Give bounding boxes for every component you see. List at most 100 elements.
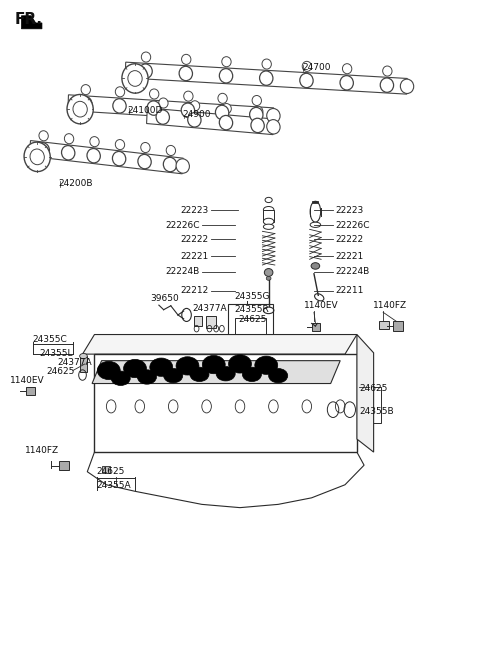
- Bar: [102, 466, 110, 473]
- Ellipse shape: [228, 355, 252, 373]
- Text: 24355A: 24355A: [97, 481, 132, 490]
- Polygon shape: [22, 16, 42, 29]
- Ellipse shape: [112, 152, 126, 166]
- Text: 24355L: 24355L: [39, 349, 73, 358]
- Ellipse shape: [202, 356, 225, 374]
- Ellipse shape: [113, 98, 126, 113]
- Text: 24625: 24625: [47, 367, 75, 377]
- Ellipse shape: [141, 142, 150, 153]
- Ellipse shape: [250, 108, 263, 122]
- Ellipse shape: [150, 358, 173, 377]
- Ellipse shape: [179, 66, 192, 81]
- Text: 24355C: 24355C: [33, 335, 67, 344]
- Text: 22224B: 22224B: [165, 268, 199, 276]
- Ellipse shape: [310, 222, 321, 228]
- Ellipse shape: [190, 367, 209, 382]
- Text: 24625: 24625: [239, 315, 267, 324]
- Ellipse shape: [181, 103, 194, 117]
- Ellipse shape: [64, 134, 74, 144]
- Ellipse shape: [111, 371, 130, 386]
- Polygon shape: [87, 452, 364, 508]
- Text: 24100D: 24100D: [128, 106, 163, 115]
- Text: 22211: 22211: [336, 286, 364, 295]
- Polygon shape: [30, 140, 183, 174]
- Bar: [264, 210, 274, 222]
- Ellipse shape: [300, 73, 313, 88]
- Ellipse shape: [264, 224, 274, 230]
- Bar: [312, 323, 320, 331]
- Text: 24377A: 24377A: [192, 304, 227, 313]
- Polygon shape: [68, 95, 274, 123]
- Ellipse shape: [166, 146, 176, 155]
- Ellipse shape: [67, 94, 93, 124]
- Ellipse shape: [314, 294, 324, 301]
- Ellipse shape: [73, 101, 87, 117]
- Text: 24200B: 24200B: [59, 179, 93, 188]
- Polygon shape: [92, 361, 340, 384]
- Bar: [357, 387, 381, 422]
- Polygon shape: [146, 108, 274, 134]
- Ellipse shape: [30, 149, 44, 165]
- Ellipse shape: [251, 118, 264, 133]
- Text: 24900: 24900: [183, 110, 211, 119]
- Ellipse shape: [222, 56, 231, 67]
- Ellipse shape: [80, 354, 87, 359]
- Text: 22223: 22223: [181, 206, 209, 215]
- Ellipse shape: [311, 262, 320, 269]
- Ellipse shape: [262, 59, 271, 69]
- Ellipse shape: [264, 218, 274, 225]
- Ellipse shape: [342, 64, 352, 73]
- Polygon shape: [357, 335, 373, 452]
- Ellipse shape: [138, 154, 151, 169]
- Ellipse shape: [340, 75, 353, 90]
- Ellipse shape: [79, 96, 92, 111]
- Ellipse shape: [24, 142, 50, 172]
- Ellipse shape: [216, 367, 235, 381]
- Ellipse shape: [253, 106, 263, 116]
- Text: 1140EV: 1140EV: [304, 301, 339, 310]
- Ellipse shape: [219, 115, 233, 130]
- Ellipse shape: [264, 307, 274, 314]
- Ellipse shape: [122, 64, 148, 93]
- Ellipse shape: [81, 85, 90, 94]
- Ellipse shape: [115, 87, 125, 97]
- Text: 22222: 22222: [181, 235, 209, 243]
- Ellipse shape: [191, 101, 200, 111]
- Ellipse shape: [216, 105, 229, 119]
- Text: 22221: 22221: [336, 252, 364, 260]
- Ellipse shape: [176, 357, 199, 375]
- Ellipse shape: [188, 113, 201, 127]
- Bar: [235, 318, 266, 336]
- Ellipse shape: [310, 201, 321, 222]
- Text: 24355G: 24355G: [234, 291, 270, 300]
- Text: 22224B: 22224B: [336, 268, 370, 276]
- Ellipse shape: [123, 359, 146, 378]
- Ellipse shape: [260, 71, 273, 85]
- Bar: [228, 304, 274, 337]
- Text: 22226C: 22226C: [336, 221, 370, 230]
- Ellipse shape: [264, 207, 274, 213]
- Text: 24625: 24625: [97, 466, 125, 476]
- Ellipse shape: [222, 104, 231, 113]
- Ellipse shape: [267, 108, 280, 123]
- Ellipse shape: [115, 140, 125, 150]
- Ellipse shape: [139, 64, 152, 78]
- Ellipse shape: [128, 71, 142, 87]
- Ellipse shape: [265, 197, 272, 203]
- Ellipse shape: [255, 356, 278, 375]
- Ellipse shape: [269, 369, 288, 383]
- Ellipse shape: [400, 79, 414, 94]
- Text: 22212: 22212: [181, 286, 209, 295]
- Text: 22222: 22222: [336, 235, 363, 243]
- Text: 1140EV: 1140EV: [10, 377, 45, 386]
- Text: 39650: 39650: [151, 293, 180, 302]
- Ellipse shape: [149, 89, 159, 99]
- Text: FR.: FR.: [15, 12, 43, 26]
- Bar: [393, 321, 403, 331]
- Text: 24355B: 24355B: [360, 407, 394, 416]
- Bar: [205, 316, 216, 328]
- Text: 24700: 24700: [302, 64, 331, 72]
- Ellipse shape: [380, 78, 394, 92]
- Ellipse shape: [266, 276, 271, 280]
- Text: 22223: 22223: [336, 206, 364, 215]
